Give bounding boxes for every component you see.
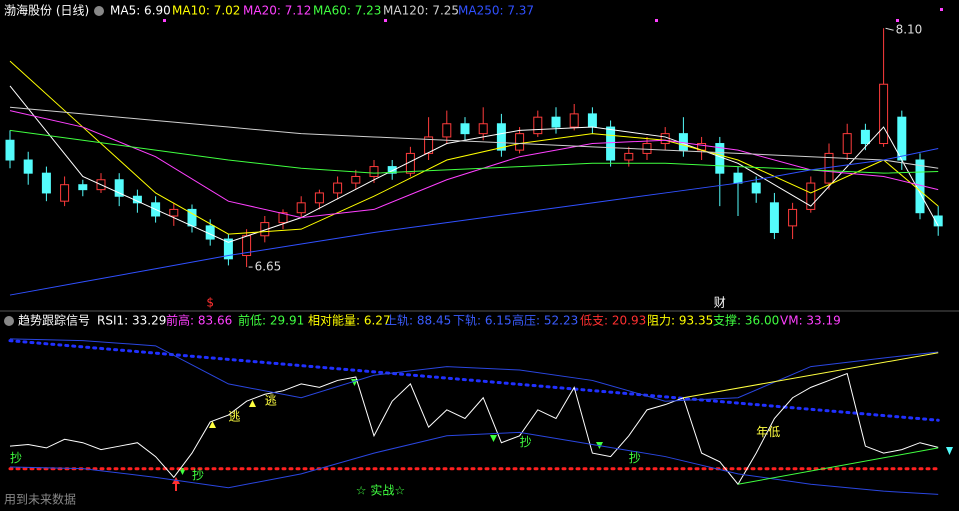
signal-label: 逃 <box>265 394 277 408</box>
candle-body <box>424 136 434 154</box>
candle-body <box>369 166 379 177</box>
legend-item: 相对能量: 6.27 <box>308 314 391 328</box>
line-series <box>9 338 939 402</box>
candle-body <box>296 202 306 214</box>
legend-item: MA120: 7.25 <box>383 4 459 18</box>
candle-body <box>223 238 233 260</box>
signal-label: 抄 <box>10 451 22 465</box>
price-pointer <box>885 27 894 31</box>
candle-body <box>624 152 634 161</box>
legend-item: 低支: 20.93 <box>580 314 646 328</box>
candle-body <box>660 133 670 145</box>
candle-body <box>860 129 870 145</box>
candle-body <box>478 123 488 135</box>
candle-body <box>533 116 543 135</box>
legend-item: 高压: 52.23 <box>512 313 578 328</box>
line-series <box>9 85 939 243</box>
candle-body <box>806 182 816 210</box>
candle-body <box>733 172 743 184</box>
line-series <box>9 431 939 495</box>
legend-item: 阻力: 93.35 <box>647 314 713 328</box>
candle-body <box>169 208 179 217</box>
candle-body <box>496 123 506 151</box>
legend-item: MA5: 6.90 <box>110 4 171 18</box>
settings-icon[interactable] <box>4 316 14 326</box>
candle-body <box>587 113 597 128</box>
event-marker: $ <box>206 296 214 310</box>
settings-icon[interactable] <box>94 6 104 16</box>
candle-body <box>5 139 15 161</box>
candle-body <box>551 116 561 128</box>
line-series <box>737 447 939 485</box>
candle-body <box>278 212 288 224</box>
candle-body <box>569 113 579 128</box>
legend-item: MA60: 7.23 <box>313 4 381 18</box>
legend-item: RSI1: 33.29 <box>97 314 166 328</box>
note: 用到未来数据 <box>4 492 76 507</box>
candle-body <box>642 143 652 154</box>
legend-item: 前低: 29.91 <box>238 313 304 328</box>
signal-label: 抄 <box>192 468 204 482</box>
line-series <box>9 129 939 174</box>
legend-item: MA10: 7.02 <box>172 4 240 18</box>
event-marker: 财 <box>714 296 726 310</box>
candle-body <box>387 166 397 174</box>
legend-item: MA250: 7.37 <box>458 4 534 18</box>
candle-body <box>515 133 525 151</box>
signal-label: 抄 <box>629 451 641 465</box>
candle-body <box>606 126 616 161</box>
line-series <box>683 352 939 399</box>
legend-item: 上轨: 88.45 <box>385 314 451 328</box>
legend-item: 前高: 83.66 <box>166 313 232 328</box>
candle-body <box>842 133 852 154</box>
panel-title: 趋势跟踪信号 <box>18 314 90 328</box>
candle-body <box>60 184 70 202</box>
signal-label: 年低 <box>756 425 780 439</box>
candle-body <box>78 184 88 191</box>
candle-body <box>333 182 343 194</box>
price-label: 8.10 <box>896 23 923 37</box>
top-dots <box>163 8 943 22</box>
legend-item: 支撑: 36.00 <box>713 313 779 328</box>
candle-body <box>769 202 779 233</box>
candle-body <box>788 208 798 227</box>
legend-item: 下轨: 6.15 <box>453 314 512 328</box>
line-series <box>9 372 939 486</box>
candle-body <box>260 222 270 237</box>
legend-item: MA20: 7.12 <box>243 4 311 18</box>
candle-body <box>460 123 470 135</box>
candle-body <box>41 172 51 194</box>
candle-body <box>114 179 124 197</box>
price-label: 6.65 <box>255 260 282 274</box>
candle-body <box>23 159 33 174</box>
candle-body <box>751 182 761 194</box>
signal-label: 抄 <box>520 435 532 449</box>
line-series <box>9 106 939 169</box>
candle-body <box>442 123 452 138</box>
legend-item: VM: 33.19 <box>780 314 841 328</box>
candle-body <box>897 116 907 161</box>
dotted-line <box>8 339 940 422</box>
signal-label: 逃 <box>228 409 240 423</box>
line-series <box>9 147 939 296</box>
candle-body <box>879 83 889 145</box>
candle-body <box>314 192 324 204</box>
signal-label: ☆ 实战☆ <box>356 483 405 498</box>
line-series <box>9 60 939 235</box>
panel-title: 渤海股份 (日线) <box>4 3 89 18</box>
candle-body <box>351 175 361 184</box>
